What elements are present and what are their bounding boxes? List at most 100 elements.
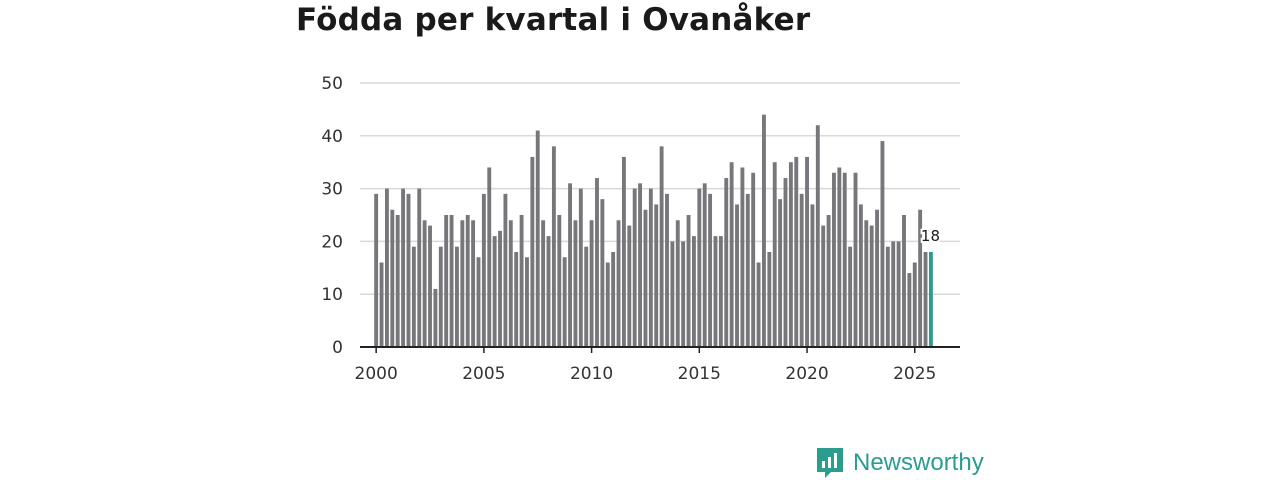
bar xyxy=(794,156,799,347)
bar xyxy=(826,215,831,347)
bar xyxy=(681,241,686,347)
bar xyxy=(638,183,643,347)
y-tick-label: 10 xyxy=(321,285,343,305)
bar xyxy=(428,225,432,347)
chart-title: Födda per kvartal i Ovanåker xyxy=(296,2,811,38)
bar xyxy=(805,156,809,347)
bar xyxy=(460,220,465,347)
bar xyxy=(778,199,783,347)
bar xyxy=(465,215,470,347)
bar xyxy=(562,257,567,347)
y-tick-label: 40 xyxy=(321,127,343,147)
bar xyxy=(896,241,901,347)
bar xyxy=(691,236,696,347)
bar xyxy=(616,220,621,347)
bar xyxy=(444,215,449,347)
bar xyxy=(858,204,863,347)
bar xyxy=(648,188,653,347)
bar xyxy=(708,193,713,347)
bar xyxy=(568,183,572,347)
x-tick-label: 2020 xyxy=(785,364,828,384)
bar xyxy=(762,114,766,348)
annotations: 18 xyxy=(919,225,942,247)
highlight-value-label: 18 xyxy=(921,227,940,245)
bar xyxy=(551,146,556,347)
bar xyxy=(767,251,772,347)
bar xyxy=(643,209,648,347)
bar xyxy=(675,220,680,347)
bar xyxy=(848,246,853,347)
bar xyxy=(503,193,508,347)
bar xyxy=(670,241,675,347)
bar xyxy=(578,188,583,347)
bar xyxy=(907,273,912,347)
bar xyxy=(654,204,659,347)
bar xyxy=(508,220,513,347)
bar xyxy=(659,146,664,347)
bar xyxy=(487,167,492,347)
x-tick-label: 2025 xyxy=(893,364,936,384)
bar xyxy=(821,225,826,347)
bar xyxy=(837,167,842,347)
bar xyxy=(384,188,389,347)
bar xyxy=(869,225,874,347)
bar xyxy=(455,246,459,347)
bar xyxy=(422,220,427,347)
brand-name: Newsworthy xyxy=(853,449,984,476)
bar xyxy=(902,215,906,347)
bar xyxy=(665,193,669,347)
bar xyxy=(697,188,702,347)
bar xyxy=(832,172,836,347)
bar xyxy=(815,125,820,348)
bar xyxy=(745,193,750,347)
bar xyxy=(584,246,589,347)
bar xyxy=(918,209,923,347)
bar xyxy=(735,204,739,347)
bar xyxy=(411,246,416,347)
bar xyxy=(627,225,632,347)
bar xyxy=(519,215,524,347)
bar xyxy=(702,183,707,347)
bar xyxy=(724,178,729,347)
bar xyxy=(449,215,454,347)
bar xyxy=(492,236,497,347)
bar xyxy=(686,215,691,347)
bar xyxy=(880,141,885,347)
bar xyxy=(864,220,869,347)
bar xyxy=(621,156,626,347)
bar xyxy=(525,257,529,347)
y-tick-label: 30 xyxy=(321,180,343,200)
bar xyxy=(713,236,718,347)
bar xyxy=(406,193,411,347)
newsworthy-icon xyxy=(817,448,843,478)
bar xyxy=(589,220,594,347)
y-tick-label: 0 xyxy=(332,338,343,358)
bar xyxy=(729,162,734,347)
newsworthy-logo: Newsworthy xyxy=(815,446,984,480)
y-axis-labels: 0 10 20 30 40 50 xyxy=(321,74,343,358)
bar xyxy=(718,236,723,347)
bar xyxy=(740,167,745,347)
bar xyxy=(573,220,578,347)
bar xyxy=(557,215,562,347)
bar xyxy=(401,188,406,347)
bar xyxy=(912,262,917,347)
bar xyxy=(438,246,443,347)
bar xyxy=(632,188,637,347)
bar xyxy=(751,172,756,347)
bar xyxy=(390,209,395,347)
bar xyxy=(535,130,540,347)
bar xyxy=(600,199,605,347)
x-tick-label: 2015 xyxy=(678,364,721,384)
x-axis: 2000 2005 2010 2015 2020 2025 xyxy=(355,346,960,384)
bar xyxy=(772,162,777,347)
bar xyxy=(885,246,890,347)
bar xyxy=(783,178,788,347)
bars xyxy=(374,114,933,348)
y-tick-label: 20 xyxy=(321,232,343,252)
bar xyxy=(923,251,928,347)
bar xyxy=(476,257,481,347)
bar xyxy=(374,193,379,347)
bar xyxy=(546,236,551,347)
